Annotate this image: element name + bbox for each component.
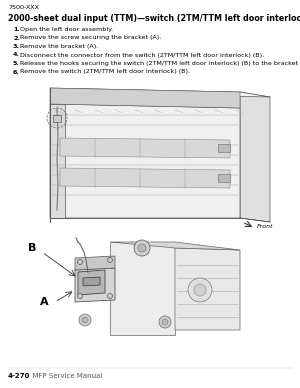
- Polygon shape: [218, 174, 230, 182]
- Text: Remove the bracket (A).: Remove the bracket (A).: [20, 44, 98, 49]
- Polygon shape: [75, 268, 115, 302]
- Circle shape: [107, 258, 112, 263]
- Circle shape: [194, 284, 206, 296]
- Text: 4-270: 4-270: [8, 373, 30, 379]
- Text: A: A: [40, 297, 49, 307]
- Polygon shape: [60, 138, 230, 158]
- Circle shape: [159, 316, 171, 328]
- Text: Release the hooks securing the switch (2TM/TTM left door interlock) (B) to the b: Release the hooks securing the switch (2…: [20, 61, 300, 66]
- Polygon shape: [110, 242, 175, 335]
- Polygon shape: [53, 115, 61, 122]
- Text: Remove the switch (2TM/TTM left door interlock) (B).: Remove the switch (2TM/TTM left door int…: [20, 69, 190, 74]
- Polygon shape: [50, 104, 240, 218]
- Polygon shape: [83, 277, 100, 286]
- Polygon shape: [110, 242, 240, 250]
- Circle shape: [188, 278, 212, 302]
- Circle shape: [82, 317, 88, 323]
- Text: 5.: 5.: [13, 61, 20, 66]
- Polygon shape: [50, 88, 240, 108]
- Circle shape: [134, 240, 150, 256]
- Text: B: B: [28, 243, 36, 253]
- Polygon shape: [50, 104, 65, 218]
- Text: MFP Service Manual: MFP Service Manual: [28, 373, 102, 379]
- Text: Disconnect the connector from the switch (2TM/TTM left door interlock) (B).: Disconnect the connector from the switch…: [20, 52, 264, 57]
- Text: 2000-sheet dual input (TTM)—switch (2TM/TTM left door interlock) removal: 2000-sheet dual input (TTM)—switch (2TM/…: [8, 14, 300, 23]
- Circle shape: [79, 314, 91, 326]
- Text: 1.: 1.: [13, 27, 20, 32]
- Circle shape: [162, 319, 168, 325]
- Polygon shape: [240, 92, 270, 222]
- Polygon shape: [50, 88, 270, 97]
- Text: 6.: 6.: [13, 69, 20, 74]
- Polygon shape: [175, 248, 240, 330]
- Polygon shape: [60, 168, 230, 188]
- Circle shape: [77, 260, 83, 265]
- Polygon shape: [75, 256, 115, 270]
- Text: Remove the screw securing the bracket (A).: Remove the screw securing the bracket (A…: [20, 35, 161, 40]
- Polygon shape: [218, 144, 230, 152]
- Text: 7500-XXX: 7500-XXX: [8, 5, 39, 10]
- Polygon shape: [78, 270, 105, 295]
- Text: 3.: 3.: [13, 44, 20, 49]
- Text: Open the left door assembly.: Open the left door assembly.: [20, 27, 113, 32]
- Text: 2.: 2.: [13, 35, 20, 40]
- Text: Front: Front: [257, 225, 274, 229]
- Circle shape: [107, 293, 112, 298]
- Circle shape: [138, 244, 146, 252]
- Text: 4.: 4.: [13, 52, 20, 57]
- Circle shape: [77, 293, 83, 298]
